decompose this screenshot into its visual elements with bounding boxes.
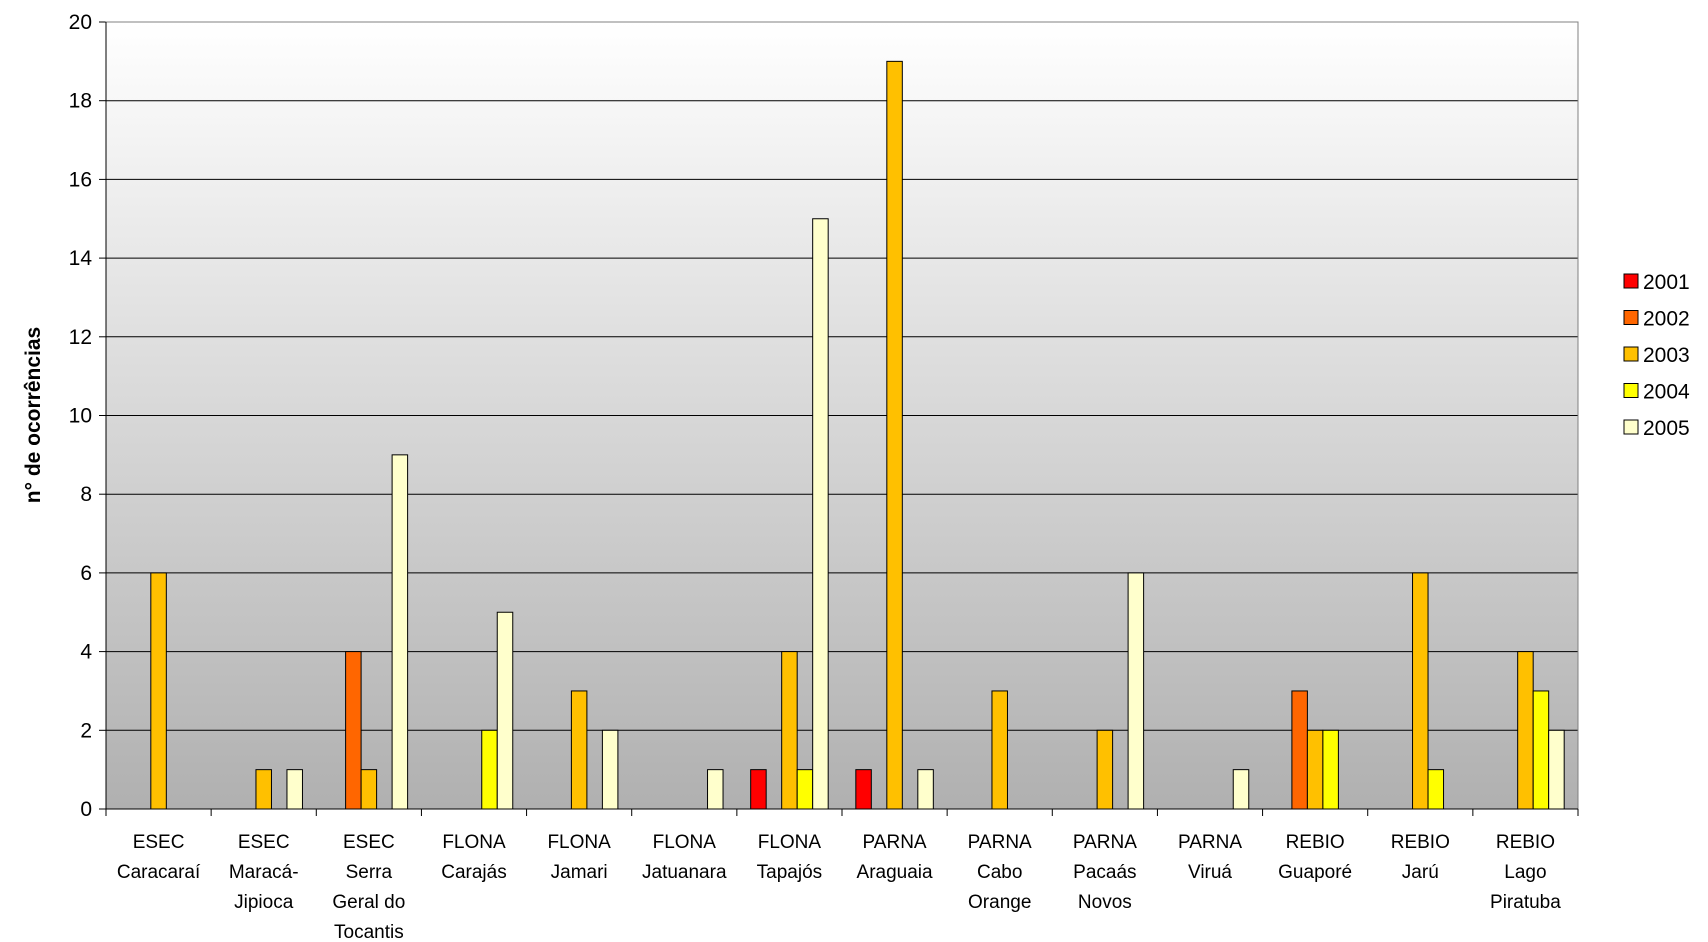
y-tick-label: 6 (80, 562, 92, 585)
category-label: PARNA (1178, 832, 1242, 853)
bar-2003 (991, 690, 1008, 810)
category-label: Caracaraí (117, 862, 201, 883)
y-tick-label: 12 (69, 326, 92, 349)
bar-2005 (707, 769, 724, 810)
bar-2005 (601, 729, 619, 810)
bar-2004 (796, 769, 814, 810)
category-label: Tocantis (334, 922, 404, 942)
category-label: FLONA (442, 832, 506, 853)
category-label: Piratuba (1490, 892, 1561, 913)
category-label: PARNA (1073, 832, 1137, 853)
legend-swatch-2005 (1623, 419, 1639, 435)
category-labels: ESEC Caracaraí ESEC Maracá- Jipioca ESEC Serra… (117, 832, 1561, 942)
y-tick-label: 2 (80, 719, 92, 742)
y-tick-labels: 0 2 4 6 8 10 12 14 16 18 20 (69, 11, 93, 821)
y-tick-label: 14 (69, 247, 93, 270)
category-label: FLONA (547, 832, 611, 853)
category-label: Geral do (332, 892, 405, 913)
bar-2003 (1096, 729, 1114, 810)
bar-2003 (781, 651, 798, 810)
legend-label: 2004 (1643, 381, 1690, 404)
bars (150, 60, 1565, 810)
legend-label: 2001 (1643, 271, 1690, 294)
category-label: REBIO (1286, 832, 1345, 853)
bar-2001 (750, 769, 767, 810)
legend-label: 2002 (1643, 308, 1690, 331)
legend-swatch-2004 (1623, 383, 1639, 398)
bar-2003 (1517, 651, 1534, 810)
bar-2004 (481, 729, 498, 810)
category-label: FLONA (758, 832, 822, 853)
legend-swatch-2003 (1623, 346, 1639, 362)
bar-2004 (1427, 769, 1445, 810)
bar-2005 (286, 769, 303, 810)
category-label: Cabo (977, 862, 1022, 883)
category-label: Carajás (441, 862, 506, 883)
bar-2005 (391, 454, 409, 810)
bar-2005 (1127, 572, 1145, 810)
category-label: Lago (1504, 862, 1546, 883)
y-tick-label: 20 (69, 11, 92, 34)
bar-2003 (570, 690, 588, 810)
legend-label: 2003 (1643, 344, 1690, 367)
bar-2003 (255, 769, 272, 810)
y-tick-label: 8 (80, 483, 92, 506)
bar-2003 (1306, 729, 1324, 810)
category-label: PARNA (863, 832, 927, 853)
bar-2004 (1532, 690, 1550, 810)
bar-2003 (1412, 572, 1429, 810)
category-label: ESEC (238, 832, 290, 853)
bar-2003 (886, 60, 903, 810)
y-tick-label: 16 (69, 168, 92, 191)
legend-swatch-2002 (1623, 310, 1639, 325)
axes (99, 21, 1579, 816)
category-label: Jatuanara (642, 862, 727, 883)
y-axis-label: n° de ocorrências (22, 327, 45, 503)
category-label: Maracá- (229, 862, 299, 883)
category-label: Pacaás (1073, 862, 1136, 883)
bar-2002 (1291, 690, 1308, 810)
y-tick-label: 4 (80, 641, 92, 664)
bar-2003 (150, 572, 167, 810)
category-label: Jamari (551, 862, 608, 883)
bar-2004 (1322, 729, 1339, 810)
category-label: ESEC (343, 832, 395, 853)
category-label: Viruá (1188, 862, 1232, 883)
bar-2005 (1232, 769, 1250, 810)
category-label: ESEC (133, 832, 185, 853)
category-label: Guaporé (1278, 862, 1352, 883)
bar-2003 (360, 769, 378, 810)
category-label: Orange (968, 892, 1031, 913)
legend: 2001 2002 2003 2004 2005 (1623, 271, 1690, 440)
legend-label: 2005 (1643, 417, 1690, 440)
category-label: REBIO (1496, 832, 1555, 853)
y-tick-label: 10 (69, 405, 92, 428)
y-tick-label: 18 (69, 90, 92, 113)
category-label: Novos (1078, 892, 1132, 913)
legend-swatch-2001 (1623, 273, 1639, 289)
bar-2002 (345, 651, 362, 810)
category-label: Serra (346, 862, 393, 883)
category-label: FLONA (653, 832, 717, 853)
bar-2005 (812, 218, 829, 810)
category-label: REBIO (1391, 832, 1450, 853)
bar-2005 (917, 769, 934, 810)
category-label: PARNA (968, 832, 1032, 853)
category-label: Jarú (1402, 862, 1439, 883)
category-label: Tapajós (757, 862, 823, 883)
bar-2005 (496, 611, 514, 810)
bar-2001 (855, 769, 872, 810)
category-label: Araguaia (857, 862, 933, 883)
y-tick-label: 0 (80, 798, 92, 821)
bar-2005 (1548, 729, 1565, 810)
category-label: Jipioca (234, 892, 294, 913)
